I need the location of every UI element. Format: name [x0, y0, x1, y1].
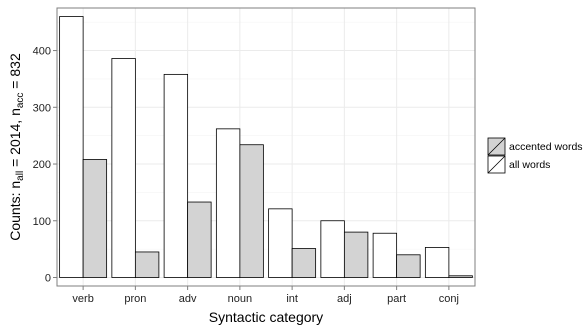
- y-title-suffix: = 832: [7, 53, 23, 93]
- y-title-sub1: all: [15, 171, 26, 181]
- y-tick-label: 200: [33, 159, 51, 171]
- bar-accented-words-adv: [187, 201, 212, 278]
- x-tick-label-adv: adv: [179, 293, 197, 305]
- legend-label: accented words: [509, 141, 583, 153]
- y-title-prefix: Counts: n: [7, 181, 23, 241]
- x-tick-label-part: part: [387, 293, 406, 305]
- bars: [59, 16, 473, 278]
- bar-accented-words-noun: [239, 144, 264, 278]
- x-tick-label-verb: verb: [72, 293, 93, 305]
- x-tick-label-adj: adj: [337, 293, 352, 305]
- bar-accented-words-int: [291, 248, 317, 278]
- y-tick-label: 100: [33, 216, 51, 228]
- bar-all-words-int: [268, 208, 293, 278]
- x-axis: verb pron adv noun int adj part conj: [72, 286, 459, 305]
- legend-swatch-slash: [487, 137, 506, 156]
- x-tick-label-noun: noun: [228, 293, 252, 305]
- y-title-mid: = 2014, n: [7, 108, 23, 171]
- y-tick-label: 400: [33, 46, 51, 58]
- bar-all-words-verb: [59, 16, 84, 278]
- y-tick-label: 300: [33, 102, 51, 114]
- x-axis-title: Syntactic category: [209, 309, 323, 325]
- bar-accented-words-part: [396, 254, 421, 278]
- legend-key-all-words: [487, 155, 506, 174]
- legend-label: all words: [509, 159, 550, 171]
- bar-all-words-adj: [320, 220, 345, 278]
- y-title-sub2: acc: [15, 93, 26, 109]
- bar-all-words-noun: [215, 128, 241, 278]
- legend-key-accented-words: [487, 137, 506, 156]
- plot-border: [56, 7, 476, 287]
- x-tick-label-conj: conj: [439, 293, 459, 305]
- bar-accented-words-pron: [134, 251, 160, 278]
- x-tick-label-pron: pron: [124, 293, 146, 305]
- bar-accented-words-adj: [343, 231, 369, 278]
- y-axis-title: Counts: nall = 2014, nacc = 832: [7, 53, 26, 241]
- x-tick-label-int: int: [286, 293, 298, 305]
- y-axis: 0 100 200 300 400: [33, 46, 57, 284]
- y-tick-label: 0: [45, 272, 51, 284]
- bar-all-words-adv: [163, 73, 189, 278]
- legend-swatch-slash: [487, 155, 506, 174]
- bar-all-words-part: [372, 232, 398, 278]
- bar-all-words-conj: [424, 247, 450, 278]
- bar-accented-words-verb: [82, 159, 108, 278]
- bar-all-words-pron: [111, 58, 136, 278]
- bar-accented-words-conj: [448, 275, 473, 278]
- legend: accented words all words: [487, 137, 583, 174]
